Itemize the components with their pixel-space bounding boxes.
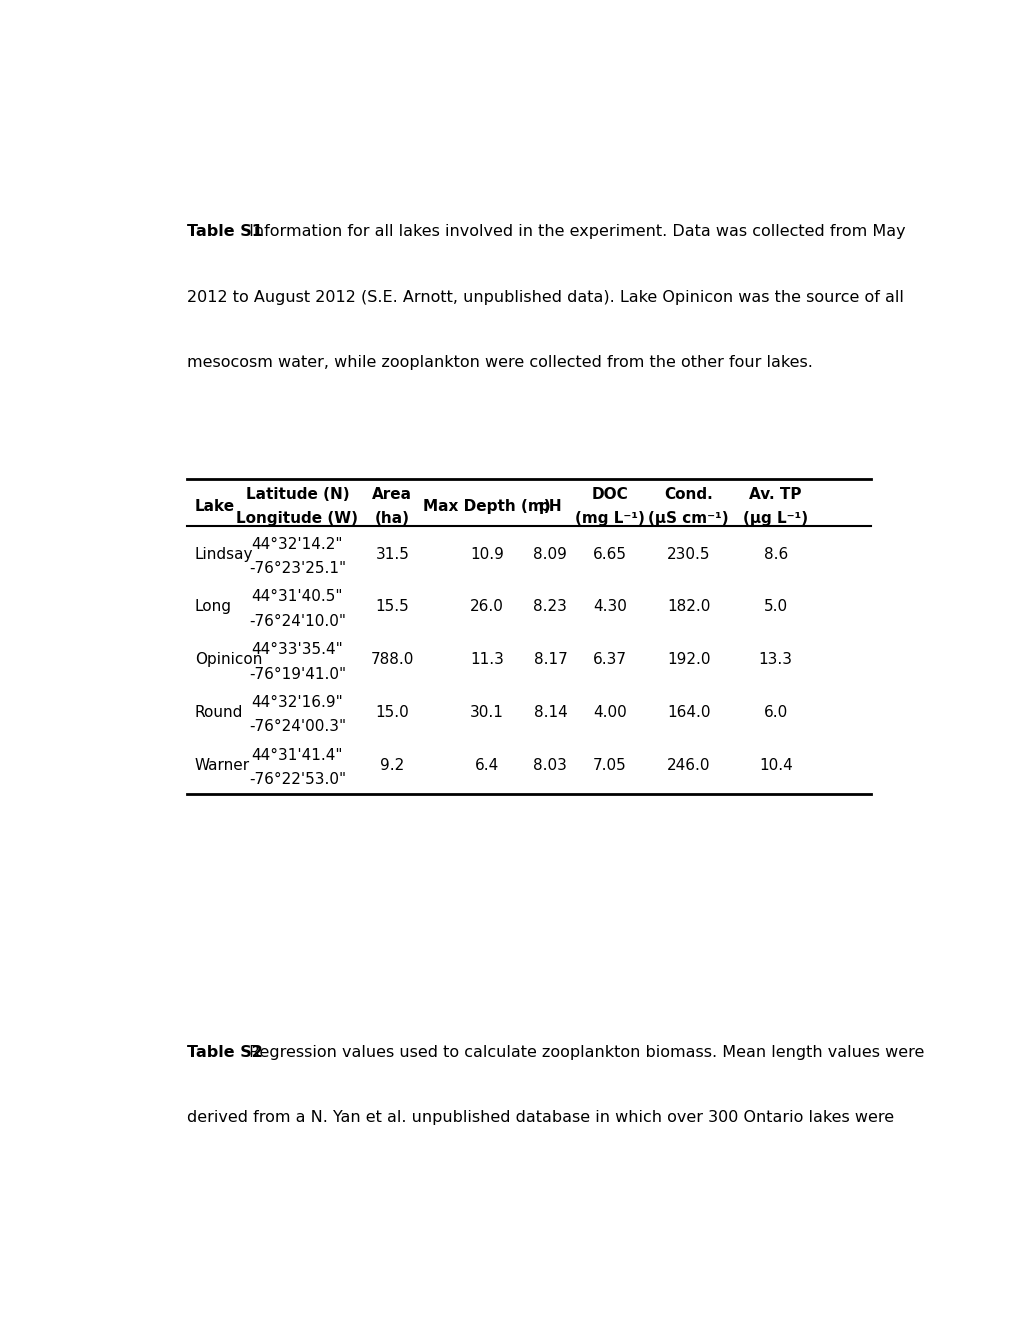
Text: 182.0: 182.0 <box>666 599 710 614</box>
Text: Opinicon: Opinicon <box>195 652 262 667</box>
Text: Round: Round <box>195 705 243 721</box>
Text: 8.6: 8.6 <box>763 546 787 561</box>
Text: -76°24'00.3": -76°24'00.3" <box>249 719 345 734</box>
Text: 44°32'14.2": 44°32'14.2" <box>252 536 342 552</box>
Text: 246.0: 246.0 <box>666 758 710 774</box>
Text: 6.65: 6.65 <box>592 546 626 561</box>
Text: (μg L⁻¹): (μg L⁻¹) <box>743 511 807 527</box>
Text: 26.0: 26.0 <box>470 599 503 614</box>
Text: Max Depth (m): Max Depth (m) <box>423 499 550 513</box>
Text: Table S1: Table S1 <box>186 224 263 239</box>
Text: 15.5: 15.5 <box>375 599 409 614</box>
Text: 192.0: 192.0 <box>666 652 710 667</box>
Text: DOC: DOC <box>591 487 628 502</box>
Text: Warner: Warner <box>195 758 250 774</box>
Text: Table S2: Table S2 <box>186 1044 263 1060</box>
Text: Regression values used to calculate zooplankton biomass. Mean length values were: Regression values used to calculate zoop… <box>245 1044 924 1060</box>
Text: (μS cm⁻¹): (μS cm⁻¹) <box>648 511 729 527</box>
Text: 31.5: 31.5 <box>375 546 409 561</box>
Text: Lake: Lake <box>195 499 234 513</box>
Text: Long: Long <box>195 599 231 614</box>
Text: (mg L⁻¹): (mg L⁻¹) <box>574 511 644 527</box>
Text: -76°22'53.0": -76°22'53.0" <box>249 772 345 787</box>
Text: 15.0: 15.0 <box>375 705 409 721</box>
Text: 30.1: 30.1 <box>470 705 503 721</box>
Text: -76°24'10.0": -76°24'10.0" <box>249 614 345 628</box>
Text: 6.37: 6.37 <box>592 652 626 667</box>
Text: 6.4: 6.4 <box>475 758 499 774</box>
Text: 164.0: 164.0 <box>666 705 710 721</box>
Text: Cond.: Cond. <box>663 487 712 502</box>
Text: 4.00: 4.00 <box>592 705 626 721</box>
Text: mesocosm water, while zooplankton were collected from the other four lakes.: mesocosm water, while zooplankton were c… <box>186 355 812 370</box>
Text: (ha): (ha) <box>374 511 410 527</box>
Text: Latitude (N): Latitude (N) <box>246 487 348 502</box>
Text: 8.23: 8.23 <box>533 599 567 614</box>
Text: 11.3: 11.3 <box>470 652 503 667</box>
Text: 8.09: 8.09 <box>533 546 567 561</box>
Text: 44°33'35.4": 44°33'35.4" <box>252 643 343 657</box>
Text: 10.9: 10.9 <box>470 546 503 561</box>
Text: 9.2: 9.2 <box>380 758 405 774</box>
Text: 788.0: 788.0 <box>370 652 414 667</box>
Text: pH: pH <box>538 499 561 513</box>
Text: 44°32'16.9": 44°32'16.9" <box>252 696 343 710</box>
Text: 8.17: 8.17 <box>533 652 567 667</box>
Text: 7.05: 7.05 <box>592 758 626 774</box>
Text: Longitude (W): Longitude (W) <box>236 511 358 527</box>
Text: 44°31'40.5": 44°31'40.5" <box>252 589 342 605</box>
Text: 13.3: 13.3 <box>758 652 792 667</box>
Text: 10.4: 10.4 <box>758 758 792 774</box>
Text: Lindsay: Lindsay <box>195 546 253 561</box>
Text: 8.03: 8.03 <box>533 758 567 774</box>
Text: Information for all lakes involved in the experiment. Data was collected from Ma: Information for all lakes involved in th… <box>245 224 905 239</box>
Text: Area: Area <box>372 487 412 502</box>
Text: 5.0: 5.0 <box>763 599 787 614</box>
Text: derived from a N. Yan et al. unpublished database in which over 300 Ontario lake: derived from a N. Yan et al. unpublished… <box>186 1110 893 1125</box>
Text: 6.0: 6.0 <box>763 705 787 721</box>
Text: -76°19'41.0": -76°19'41.0" <box>249 667 345 681</box>
Text: 8.14: 8.14 <box>533 705 567 721</box>
Text: Av. TP: Av. TP <box>749 487 801 502</box>
Text: 44°31'41.4": 44°31'41.4" <box>252 748 342 763</box>
Text: 230.5: 230.5 <box>666 546 710 561</box>
Text: -76°23'25.1": -76°23'25.1" <box>249 561 345 576</box>
Text: 2012 to August 2012 (S.E. Arnott, unpublished data). Lake Opinicon was the sourc: 2012 to August 2012 (S.E. Arnott, unpubl… <box>186 289 903 305</box>
Text: 4.30: 4.30 <box>592 599 626 614</box>
